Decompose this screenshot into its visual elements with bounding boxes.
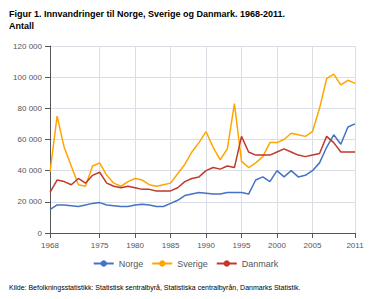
svg-text:40 000: 40 000 xyxy=(18,166,43,175)
svg-text:120 000: 120 000 xyxy=(13,42,42,51)
svg-text:60 000: 60 000 xyxy=(18,135,43,144)
svg-text:Kilde: Befolkningsstatistikk:: Kilde: Befolkningsstatistikk: Statistisk… xyxy=(9,284,300,292)
svg-text:2005: 2005 xyxy=(304,241,322,250)
svg-text:1985: 1985 xyxy=(162,241,180,250)
svg-text:Norge: Norge xyxy=(119,259,144,269)
svg-text:Antall: Antall xyxy=(9,21,34,31)
svg-text:1980: 1980 xyxy=(126,241,144,250)
svg-text:2000: 2000 xyxy=(268,241,286,250)
svg-text:80 000: 80 000 xyxy=(18,104,43,113)
svg-text:100 000: 100 000 xyxy=(13,73,42,82)
svg-text:2011: 2011 xyxy=(346,241,364,250)
svg-text:1975: 1975 xyxy=(91,241,109,250)
svg-text:1990: 1990 xyxy=(197,241,215,250)
svg-text:0: 0 xyxy=(38,229,43,238)
svg-text:Danmark: Danmark xyxy=(242,259,279,269)
svg-text:1995: 1995 xyxy=(233,241,251,250)
svg-text:1968: 1968 xyxy=(41,241,59,250)
svg-text:Figur 1. Innvandringer til Nor: Figur 1. Innvandringer til Norge, Sverig… xyxy=(9,9,285,19)
svg-text:Sverige: Sverige xyxy=(177,259,208,269)
svg-text:20 000: 20 000 xyxy=(18,197,43,206)
